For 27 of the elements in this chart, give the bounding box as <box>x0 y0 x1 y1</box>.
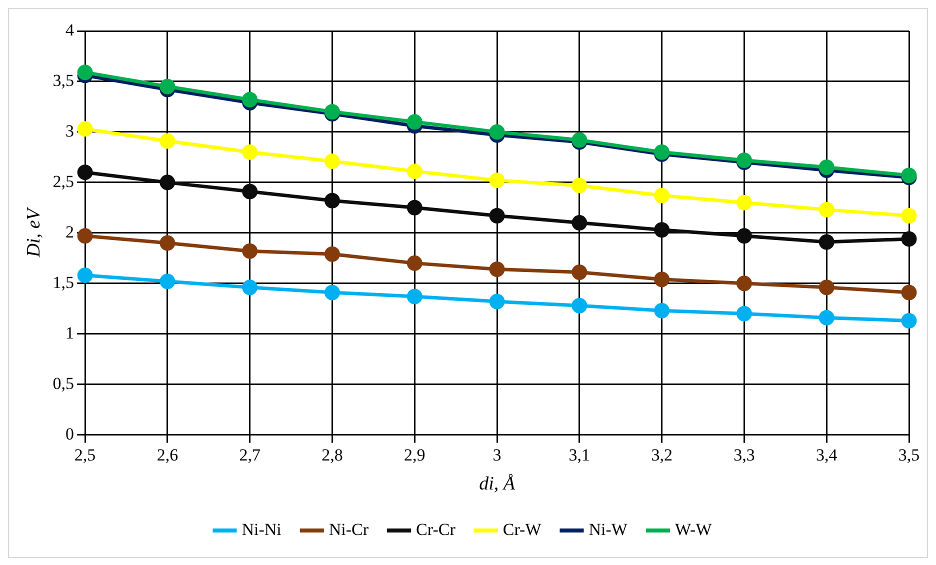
legend-label: Cr-Cr <box>416 520 456 539</box>
x-tick-label: 3,3 <box>734 445 755 464</box>
y-tick-label: 4 <box>66 20 75 40</box>
y-tick-label: 2 <box>66 222 74 242</box>
legend-label: W-W <box>674 520 713 539</box>
x-tick-label: 2,6 <box>156 445 178 464</box>
x-tick-label: 3,4 <box>816 445 838 464</box>
legend-label: Ni-Ni <box>242 520 282 539</box>
x-axis-title: di, Å <box>479 474 516 495</box>
x-tick-label: 2,8 <box>322 445 343 464</box>
x-tick-label: 3 <box>492 445 502 464</box>
x-tick-label: 3,2 <box>651 445 672 464</box>
y-tick-label: 2,5 <box>52 172 74 191</box>
y-tick-label: 0 <box>66 424 74 444</box>
y-tick-label: 3,5 <box>52 70 74 90</box>
y-axis-title: Di, eV <box>23 206 44 258</box>
x-tick-label: 2,7 <box>239 445 261 464</box>
y-tick-label: 3 <box>66 121 74 140</box>
y-tick-label: 0,5 <box>52 374 74 393</box>
y-tick-label: 1 <box>66 323 74 342</box>
x-tick-label: 3,1 <box>568 445 590 464</box>
x-tick-label: 2,9 <box>404 445 426 464</box>
x-tick-label: 3,5 <box>898 445 920 464</box>
legend-label: Ni-Cr <box>328 520 369 539</box>
y-tick-label: 1,5 <box>52 272 74 292</box>
legend-label: Cr-W <box>502 520 542 539</box>
legend-label: Ni-W <box>588 520 628 539</box>
